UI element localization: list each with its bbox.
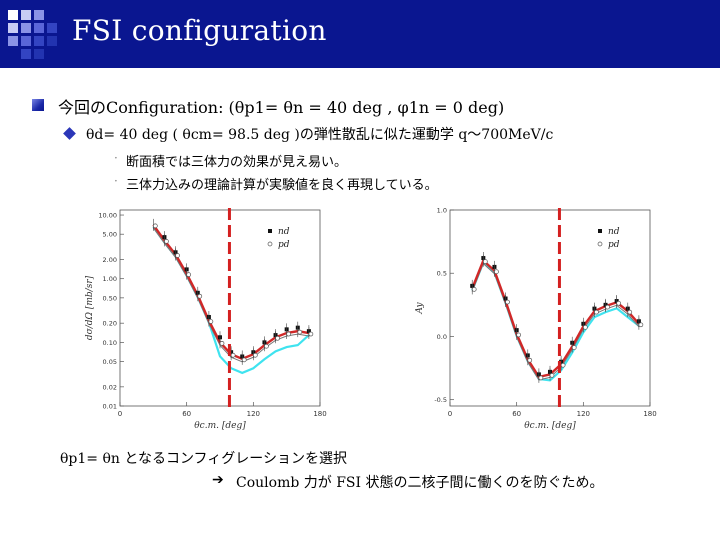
y-tick-label: -0.5: [434, 396, 447, 404]
data-point-pd: [482, 259, 488, 264]
data-point-pd: [549, 373, 555, 378]
x-tick-label: 0: [118, 410, 122, 418]
data-point-pd: [275, 335, 280, 341]
legend-marker-pd: [597, 241, 603, 247]
x-tick-label: 180: [643, 410, 656, 418]
cross-section-chart: 0 60 120 180 10.00 5.00 2.00 1.00 0.50 0.20 0.10 0.…: [80, 196, 330, 431]
selection-note: θp1= θn となるコンフィグレーションを選択: [60, 451, 347, 467]
data-point-pd: [197, 293, 203, 299]
y-tick-label: 0.10: [103, 339, 117, 347]
data-point-pd: [152, 223, 158, 229]
data-point-pd: [616, 300, 622, 306]
x-tick-label: 0: [448, 410, 452, 418]
data-point-pd: [164, 239, 169, 244]
dot-bullet-icon: ·: [114, 174, 118, 188]
y-tick-label: 0.5: [437, 270, 447, 278]
plot-frame: [119, 209, 321, 407]
data-point-pd: [175, 253, 180, 258]
blue-square-grid-icon: [8, 10, 57, 59]
data-point-pd: [582, 324, 588, 330]
y-tick-label: 1.00: [103, 275, 117, 283]
data-point-pd: [252, 352, 258, 358]
legend-label-pd: pd: [278, 240, 290, 250]
x-tick-label: 60: [182, 410, 191, 418]
legend-marker-nd: [268, 229, 272, 233]
blue-square-bullet-icon: [32, 99, 44, 111]
cross-section-plot: 0 60 120 180 10.00 5.00 2.00 1.00 0.50 0.20 0.10 0.…: [85, 208, 327, 431]
x-tick-label: 60: [512, 410, 521, 418]
data-point-pd: [230, 352, 236, 358]
data-point-pd: [638, 322, 644, 328]
y-axis-label: dσ/dΩ [mb/sr]: [85, 275, 95, 340]
coulomb-note: Coulomb 力が FSI 状態の二核子間に働くのを防ぐため。: [236, 475, 604, 491]
data-point-pd: [219, 340, 225, 346]
diamond-bullet-icon: [63, 127, 76, 140]
y-tick-label: 10.00: [98, 212, 117, 220]
data-point-pd: [571, 345, 577, 350]
legend-label-nd: nd: [608, 227, 620, 237]
data-point-pd: [186, 272, 192, 278]
x-tick-label: 120: [247, 410, 260, 418]
y-tick-label: 1.0: [437, 207, 447, 215]
data-point-pd: [605, 304, 610, 310]
data-point-pd: [627, 309, 633, 315]
data-point-pd: [594, 309, 599, 315]
analyzing-power-chart: 0 60 120 180 1.0 0.5 0.0 -0.5 θc.m. [deg] Ay nd pd: [410, 196, 660, 432]
data-point-pd: [308, 331, 314, 337]
data-point-pd: [494, 269, 499, 275]
data-point-pd: [516, 332, 522, 338]
dot-bullet-icon: ·: [114, 151, 118, 165]
data-point-pd: [241, 357, 247, 363]
y-tick-label: 5.00: [103, 231, 117, 239]
data-point-pd: [505, 299, 510, 305]
x-axis-label: θc.m. [deg]: [524, 421, 576, 431]
x-tick-label: 180: [313, 410, 326, 418]
data-point-pd: [286, 331, 292, 337]
kinematics-note: θd= 40 deg ( θcm= 98.5 deg )の弾性散乱に似た運動学 …: [86, 127, 554, 143]
y-tick-label: 0.50: [103, 294, 117, 302]
y-tick-label: 0.20: [103, 320, 117, 328]
configuration-heading: 今回のConfiguration: (θp1= θn = 40 deg , φ1…: [58, 98, 505, 117]
data-point-pd: [471, 287, 477, 292]
data-point-pd: [264, 343, 269, 349]
point-theory: 三体力込みの理論計算が実験値を良く再現している。: [126, 178, 438, 193]
y-tick-label: 0.05: [103, 358, 117, 366]
data-point-pd: [297, 329, 303, 335]
data-point-pd: [527, 357, 533, 363]
legend-marker-pd: [267, 241, 273, 247]
y-tick-label: 0.0: [437, 333, 447, 341]
legend-label-nd: nd: [278, 227, 290, 237]
right-arrow-icon: ➔: [212, 472, 224, 488]
theory-band-red: [471, 258, 640, 379]
data-point-pd: [560, 362, 566, 368]
x-axis-label: θc.m. [deg]: [194, 421, 246, 431]
legend-marker-nd: [598, 229, 602, 233]
y-axis-label: Ay: [415, 301, 425, 314]
data-point-pd: [538, 375, 544, 381]
legend-label-pd: pd: [608, 240, 620, 250]
title-bar: FSI configuration: [0, 0, 720, 68]
plot-frame: [449, 209, 651, 407]
y-tick-label: 0.02: [103, 383, 117, 391]
page-title: FSI configuration: [72, 14, 327, 47]
data-point-pd: [208, 319, 214, 324]
y-tick-label: 0.01: [103, 403, 117, 411]
analyzing-power-plot: 0 60 120 180 1.0 0.5 0.0 -0.5 θc.m. [deg] Ay nd pd: [415, 207, 657, 432]
point-cross-section: 断面積では三体力の効果が見え易い。: [126, 155, 348, 170]
x-tick-label: 120: [577, 410, 590, 418]
y-tick-label: 2.00: [103, 256, 117, 264]
